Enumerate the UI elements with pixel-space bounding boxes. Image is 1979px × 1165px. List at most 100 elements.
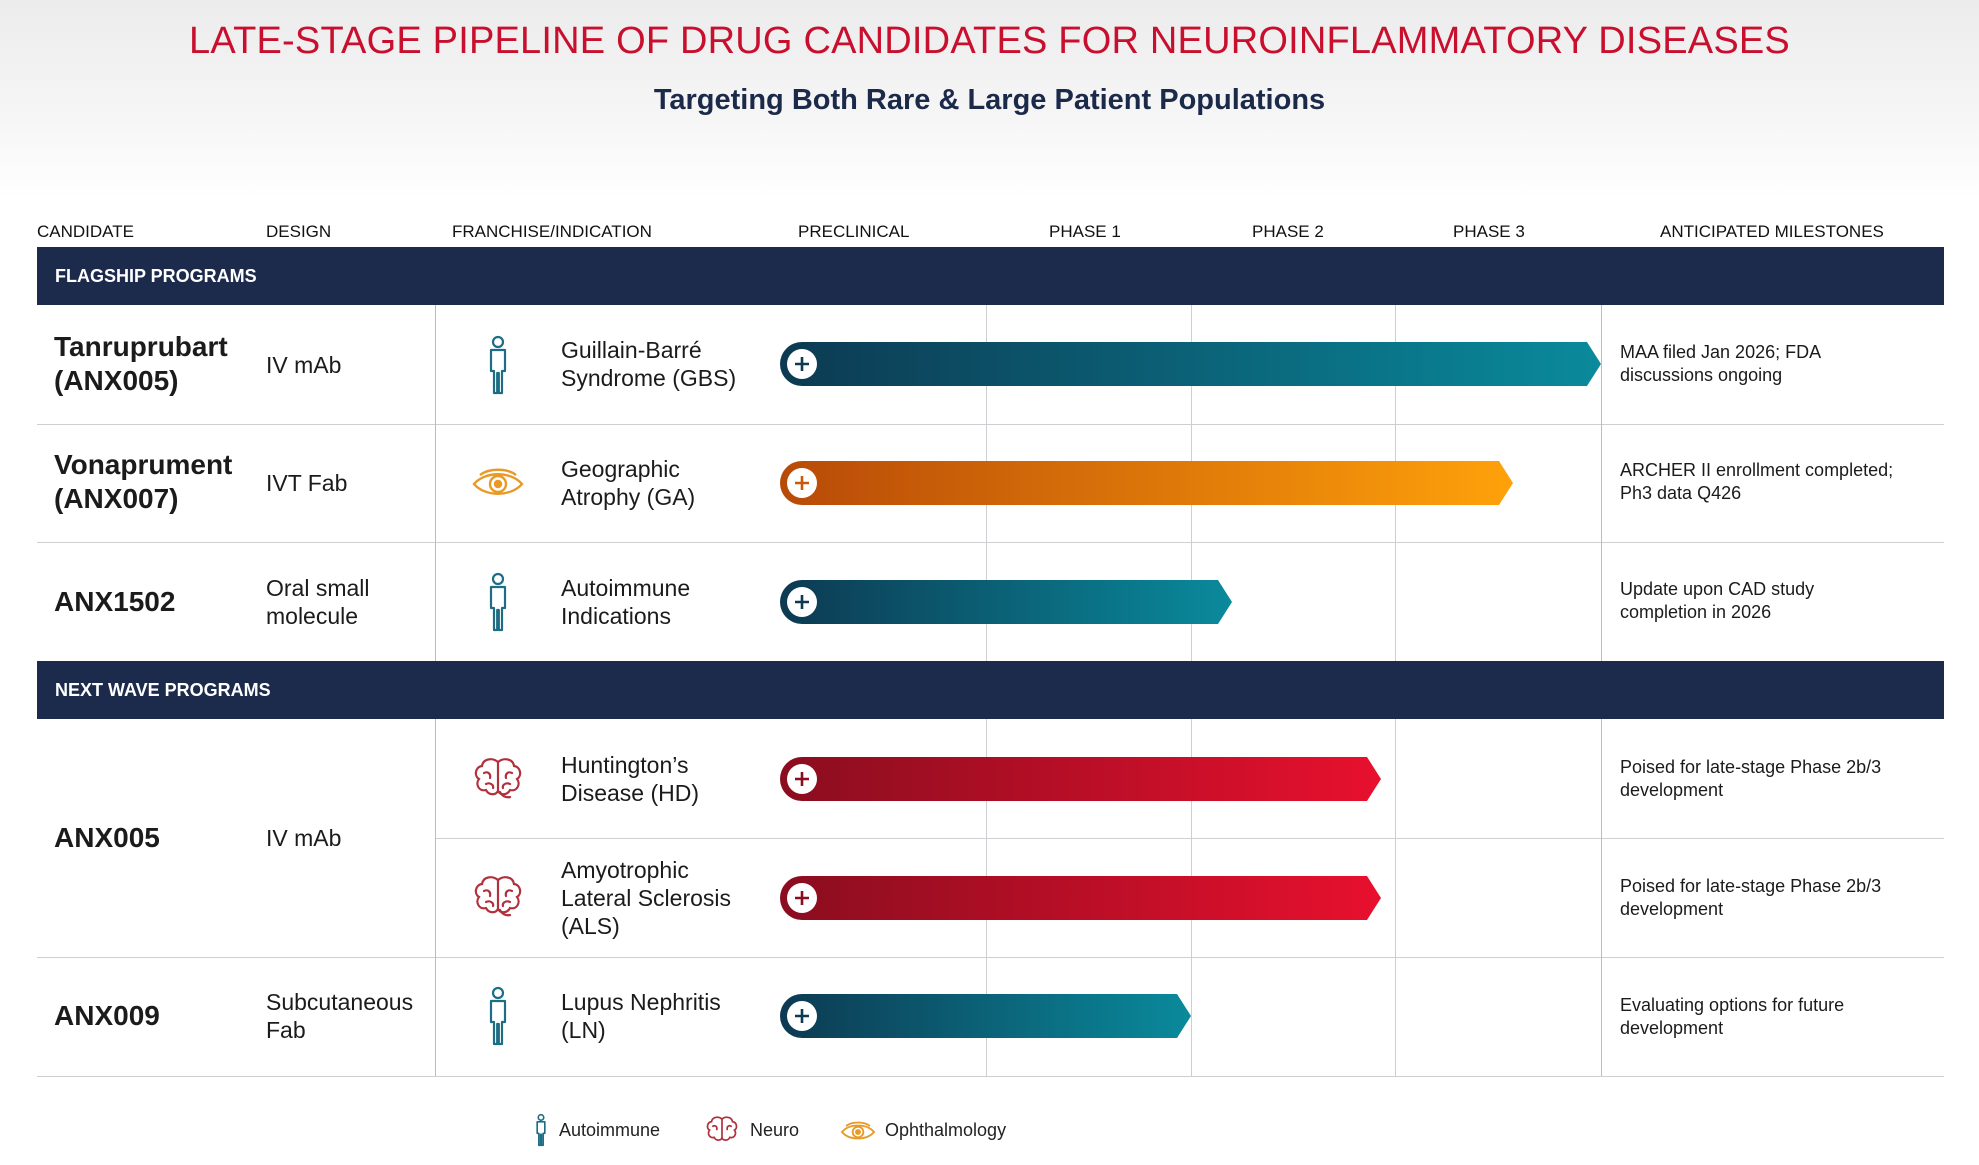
- milestone-text: Update upon CAD study completion in 2026: [1620, 578, 1940, 624]
- indication-label: Lupus Nephritis (LN): [561, 988, 721, 1044]
- design-line: Fab: [266, 1017, 306, 1043]
- brain-icon: [472, 874, 524, 923]
- indication-line: Lupus Nephritis: [561, 989, 721, 1015]
- indication-label: Geographic Atrophy (GA): [561, 455, 695, 511]
- candidate-name: Vonaprument (ANX007): [54, 448, 232, 516]
- col-header-candidate: CANDIDATE: [37, 222, 134, 241]
- milestone-line: Evaluating options for future: [1620, 995, 1845, 1015]
- milestone-text: Poised for late-stage Phase 2b/3 develop…: [1620, 875, 1940, 921]
- page-subtitle: Targeting Both Rare & Large Patient Popu…: [653, 84, 1326, 116]
- progress-arrow-body: [780, 757, 1381, 801]
- indication-line: Geographic: [561, 456, 680, 482]
- progress-bar: [780, 757, 1381, 801]
- column-divider: [1601, 719, 1602, 1076]
- indication-line: Syndrome (GBS): [561, 365, 737, 391]
- milestone-line: discussions ongoing: [1620, 365, 1783, 385]
- legend-label-ophthalmology: Ophthalmology: [885, 1120, 1007, 1140]
- milestone-text: ARCHER II enrollment completed; Ph3 data…: [1620, 459, 1940, 505]
- row-divider: [436, 838, 1944, 839]
- indication-line: Disease (HD): [561, 780, 700, 806]
- progress-arrow-body: [780, 876, 1381, 920]
- milestone-text: Evaluating options for future developmen…: [1620, 994, 1940, 1040]
- eye-icon: [840, 1120, 876, 1149]
- phase-gridline: [1395, 719, 1396, 1076]
- col-header-phase3: PHASE 3: [1453, 222, 1525, 241]
- candidate-name: ANX009: [54, 1000, 160, 1031]
- column-divider: [435, 719, 436, 1076]
- progress-arrow: [780, 994, 1191, 1038]
- section-flagship-programs: FLAGSHIP PROGRAMS: [37, 247, 1944, 305]
- design-value: IVT Fab: [266, 470, 348, 496]
- indication-line: (ALS): [561, 913, 620, 939]
- progress-arrow: [780, 342, 1601, 386]
- plus-icon-glyph: [795, 595, 809, 609]
- col-header-phase1: PHASE 1: [1049, 222, 1121, 241]
- design-value: Oral small molecule: [266, 574, 370, 630]
- indication-label: Autoimmune Indications: [561, 574, 690, 630]
- indication-label: Huntington’s Disease (HD): [561, 751, 699, 807]
- design-value: Subcutaneous Fab: [266, 988, 413, 1044]
- legend-label-neuro: Neuro: [750, 1120, 800, 1140]
- milestone-line: Ph3 data Q426: [1620, 483, 1742, 503]
- indication-line: Amyotrophic: [561, 857, 689, 883]
- design-line: molecule: [266, 603, 359, 629]
- indication-line: (LN): [561, 1017, 606, 1043]
- indication-line: Lateral Sclerosis: [561, 885, 732, 911]
- autoimmune-icon: [487, 572, 509, 637]
- autoimmune-icon: [535, 1113, 547, 1152]
- progress-bar: [780, 342, 1601, 386]
- col-header-franchise: FRANCHISE/INDICATION: [452, 222, 652, 241]
- candidate-name-line: Vonaprument: [54, 449, 233, 480]
- row-divider: [37, 957, 1944, 958]
- row-divider: [37, 542, 1944, 543]
- plus-icon-glyph: [795, 357, 809, 371]
- progress-arrow: [780, 876, 1381, 920]
- progress-arrow: [780, 580, 1232, 624]
- milestone-line: MAA filed Jan 2026; FDA: [1620, 342, 1822, 362]
- milestone-line: ARCHER II enrollment completed;: [1620, 460, 1894, 480]
- section-next-wave-programs: NEXT WAVE PROGRAMS: [37, 661, 1944, 719]
- indication-line: Huntington’s: [561, 752, 689, 778]
- plus-icon-glyph: [795, 891, 809, 905]
- progress-bar: [780, 580, 1232, 624]
- plus-icon-glyph: [795, 476, 809, 490]
- progress-arrow-body: [780, 994, 1191, 1038]
- column-divider: [435, 305, 436, 661]
- design-line: Oral small: [266, 575, 370, 601]
- col-header-milestones: ANTICIPATED MILESTONES: [1660, 222, 1884, 241]
- page-title: LATE-STAGE PIPELINE OF DRUG CANDIDATES F…: [189, 20, 1790, 62]
- candidate-name: Tanruprubart (ANX005): [54, 330, 228, 398]
- indication-label: Amyotrophic Lateral Sclerosis (ALS): [561, 856, 731, 940]
- milestone-line: development: [1620, 780, 1724, 800]
- progress-arrow-body: [780, 580, 1232, 624]
- design-value: IV mAb: [266, 352, 342, 378]
- progress-bar: [780, 461, 1513, 505]
- indication-line: Guillain-Barré: [561, 337, 702, 363]
- milestone-line: development: [1620, 1018, 1724, 1038]
- indication-label: Guillain-Barré Syndrome (GBS): [561, 336, 736, 392]
- milestone-line: completion in 2026: [1620, 602, 1772, 622]
- legend-label-autoimmune: Autoimmune: [559, 1120, 661, 1140]
- eye-icon: [471, 466, 525, 507]
- plus-icon-glyph: [795, 772, 809, 786]
- milestone-text: Poised for late-stage Phase 2b/3 develop…: [1620, 756, 1940, 802]
- plus-icon-glyph: [795, 1009, 809, 1023]
- milestone-line: Poised for late-stage Phase 2b/3: [1620, 757, 1882, 777]
- autoimmune-icon: [487, 335, 509, 400]
- candidate-name-line: (ANX005): [54, 365, 179, 396]
- table-bottom-rule: [37, 1076, 1944, 1077]
- progress-bar: [780, 994, 1191, 1038]
- milestone-line: development: [1620, 899, 1724, 919]
- progress-arrow: [780, 757, 1381, 801]
- candidate-name-line: (ANX007): [54, 483, 179, 514]
- progress-arrow: [780, 461, 1513, 505]
- progress-bar: [780, 876, 1381, 920]
- column-divider: [1601, 305, 1602, 661]
- candidate-name: ANX005: [54, 822, 160, 853]
- autoimmune-icon: [487, 986, 509, 1051]
- candidate-name-line: Tanruprubart: [54, 331, 228, 362]
- indication-line: Autoimmune: [561, 575, 691, 601]
- brain-icon: [705, 1115, 739, 1149]
- milestone-line: Poised for late-stage Phase 2b/3: [1620, 876, 1882, 896]
- col-header-preclinical: PRECLINICAL: [798, 222, 910, 241]
